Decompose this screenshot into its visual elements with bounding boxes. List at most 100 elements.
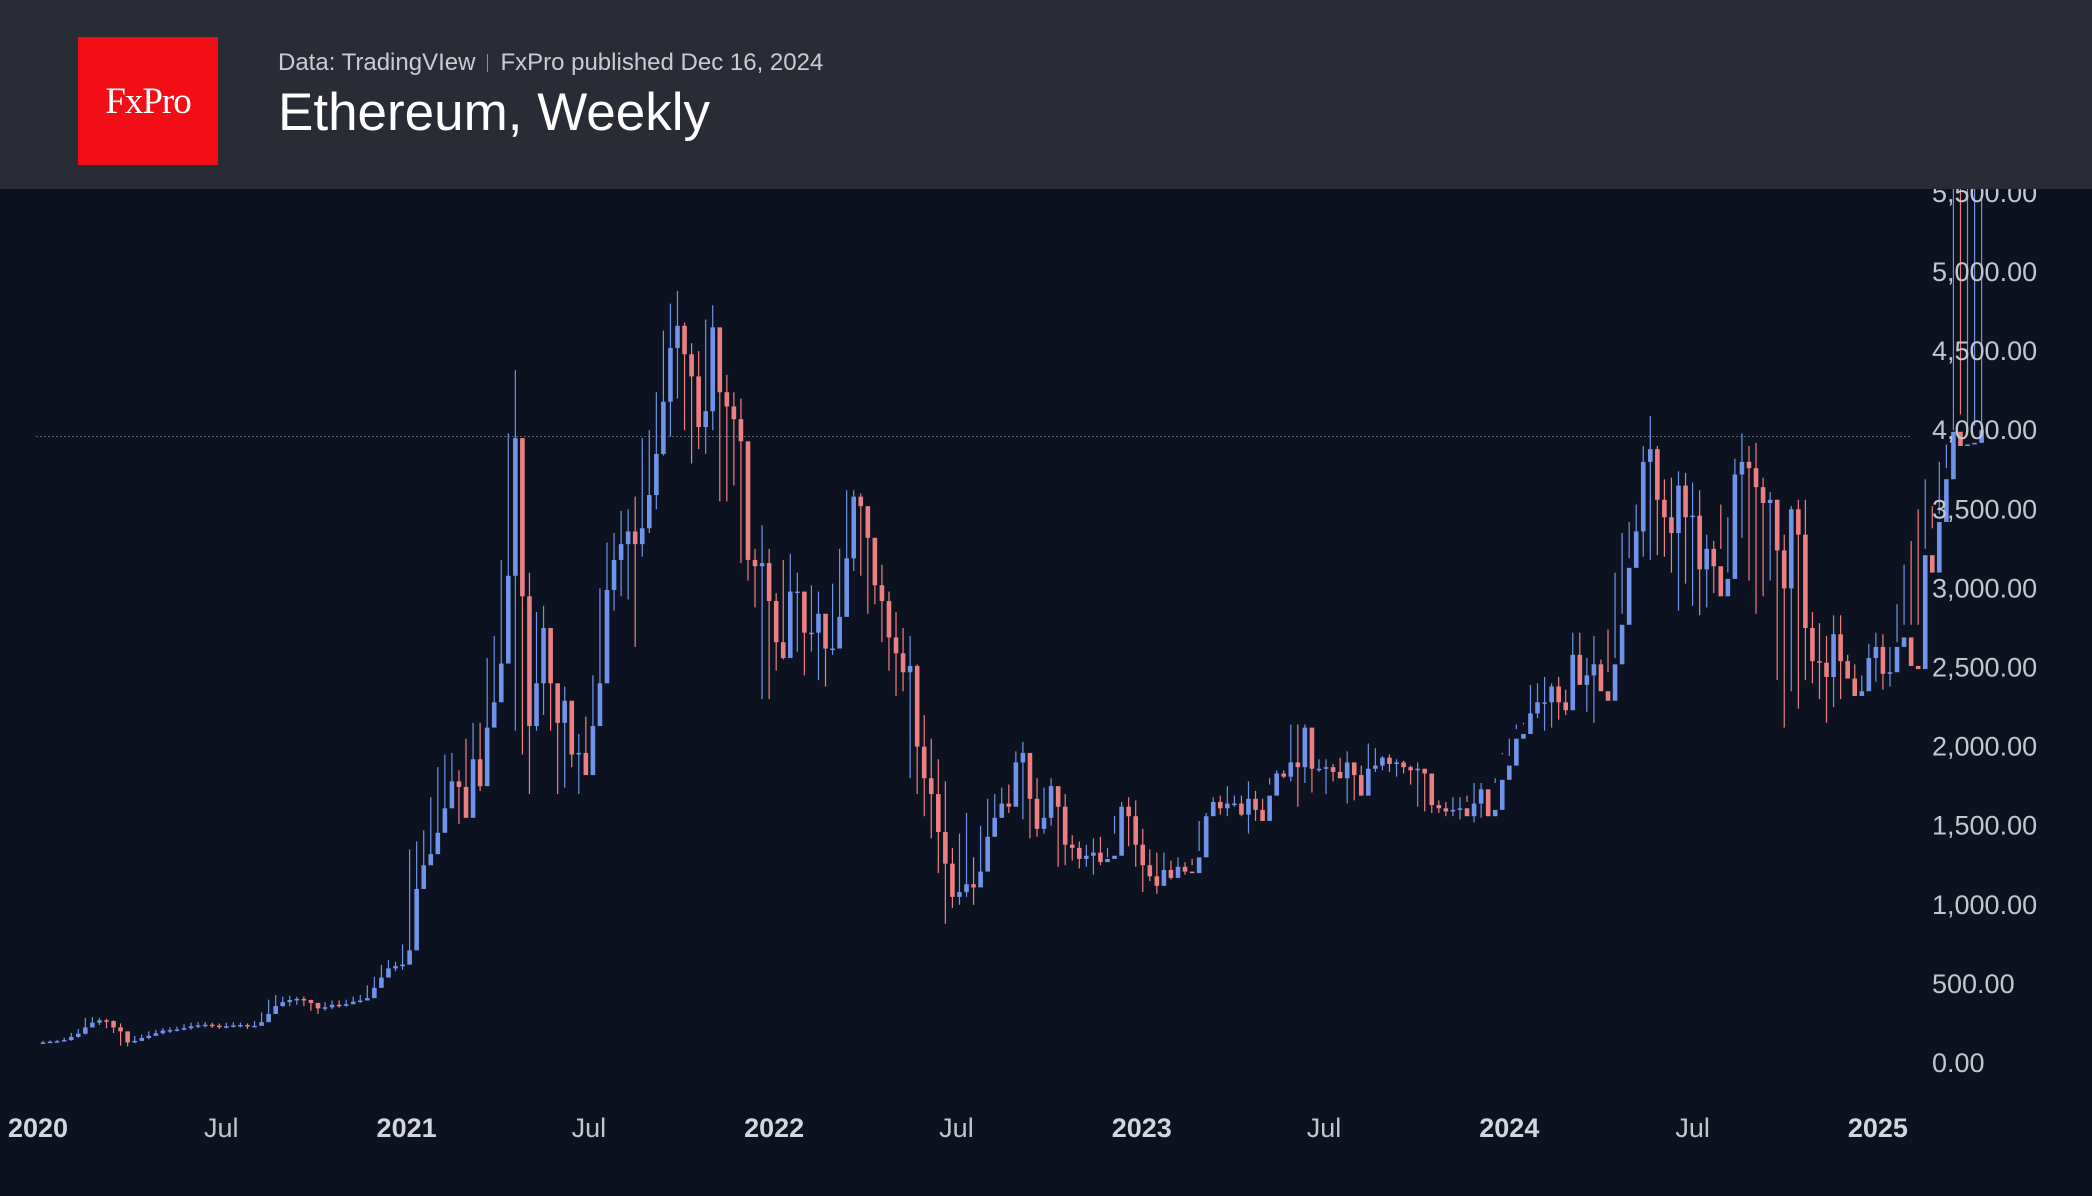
candle bbox=[301, 996, 307, 1007]
candle bbox=[1387, 754, 1392, 772]
candle-body bbox=[950, 863, 955, 897]
candle-body bbox=[287, 1000, 293, 1003]
candle-body bbox=[541, 627, 546, 684]
candle bbox=[795, 572, 800, 652]
candle bbox=[1852, 664, 1858, 696]
candle-body bbox=[1380, 757, 1385, 766]
candle-body bbox=[216, 1025, 222, 1028]
candle-body bbox=[1951, 431, 1956, 480]
candle bbox=[1739, 433, 1745, 538]
candle-body bbox=[527, 596, 532, 727]
candle-body bbox=[1915, 665, 1921, 670]
candle-body bbox=[1662, 499, 1667, 518]
candle bbox=[1295, 724, 1301, 807]
candle-body bbox=[1020, 752, 1026, 763]
candle-body bbox=[1640, 461, 1646, 532]
candle-body bbox=[1894, 646, 1900, 673]
candle-body bbox=[1859, 691, 1865, 696]
candle-body bbox=[1133, 816, 1138, 845]
candle bbox=[1866, 643, 1872, 692]
candle bbox=[1648, 415, 1653, 560]
candle bbox=[252, 1021, 257, 1028]
candle-body bbox=[1288, 762, 1294, 777]
candle-body bbox=[534, 683, 539, 727]
x-tick-label: Jul bbox=[1307, 1113, 1342, 1143]
candle bbox=[1443, 801, 1449, 817]
candle bbox=[357, 994, 363, 1003]
candle-body bbox=[1753, 468, 1759, 488]
candle-body bbox=[1415, 768, 1420, 771]
candle-body bbox=[802, 591, 807, 633]
candle bbox=[1774, 499, 1780, 681]
candle bbox=[1323, 759, 1329, 795]
x-tick-label: 2024 bbox=[1479, 1113, 1539, 1143]
candle-body bbox=[379, 977, 384, 988]
candle-body bbox=[506, 575, 511, 664]
candle bbox=[336, 1000, 342, 1008]
candle bbox=[1704, 534, 1709, 608]
x-tick-label: Jul bbox=[1675, 1113, 1710, 1143]
candle-body bbox=[576, 752, 582, 755]
candle bbox=[654, 392, 659, 510]
candle-body bbox=[872, 537, 878, 586]
candle bbox=[400, 944, 405, 970]
y-tick-label: 0.00 bbox=[1932, 1048, 1985, 1078]
candle-body bbox=[1556, 686, 1561, 703]
candle bbox=[675, 290, 680, 399]
candle-body bbox=[914, 665, 920, 747]
candle bbox=[604, 542, 610, 684]
candle-body bbox=[1196, 857, 1202, 874]
candle-body bbox=[442, 808, 448, 833]
candle bbox=[1831, 615, 1836, 708]
candle-body bbox=[957, 892, 962, 897]
candle-body bbox=[886, 601, 892, 638]
candle bbox=[1119, 801, 1124, 856]
candle bbox=[1937, 461, 1942, 573]
candle-body bbox=[1514, 738, 1519, 766]
candle bbox=[1859, 675, 1865, 696]
candle bbox=[477, 722, 483, 791]
x-tick-label: Jul bbox=[204, 1113, 239, 1143]
candle-body bbox=[1690, 515, 1695, 518]
candle-body bbox=[1309, 727, 1315, 769]
candle bbox=[1796, 499, 1801, 709]
candle bbox=[75, 1028, 81, 1038]
candle-body bbox=[858, 496, 864, 507]
candle-body bbox=[449, 781, 455, 809]
candle bbox=[386, 960, 391, 978]
candle-body bbox=[1401, 762, 1406, 768]
candle bbox=[1655, 446, 1660, 556]
candle bbox=[407, 849, 412, 965]
candle-body bbox=[844, 558, 849, 617]
candle bbox=[1203, 813, 1209, 858]
candle bbox=[703, 319, 708, 454]
candle bbox=[1281, 770, 1287, 779]
candle-body bbox=[1394, 762, 1399, 765]
candle bbox=[646, 430, 652, 534]
candle-body bbox=[329, 1004, 335, 1008]
candle-body bbox=[336, 1004, 342, 1007]
candle-body bbox=[745, 441, 751, 560]
candle bbox=[1563, 689, 1569, 715]
candle bbox=[1690, 482, 1695, 606]
candle bbox=[322, 1002, 328, 1011]
candle bbox=[104, 1018, 109, 1029]
candle bbox=[1182, 862, 1188, 875]
candle bbox=[1507, 738, 1512, 780]
candle bbox=[717, 327, 723, 502]
candle bbox=[1267, 778, 1272, 821]
candle-body bbox=[90, 1022, 95, 1028]
candle bbox=[498, 559, 504, 703]
candle-body bbox=[1887, 672, 1893, 674]
candle bbox=[1612, 572, 1618, 701]
candle bbox=[1260, 798, 1265, 821]
candle bbox=[971, 857, 976, 905]
candle bbox=[520, 438, 525, 755]
candle bbox=[1894, 604, 1900, 673]
candle bbox=[245, 1023, 250, 1029]
candle bbox=[1577, 632, 1583, 685]
candle-body bbox=[231, 1025, 236, 1027]
candle-body bbox=[365, 998, 370, 1001]
candle bbox=[1591, 635, 1597, 723]
candle-body bbox=[1260, 809, 1265, 821]
